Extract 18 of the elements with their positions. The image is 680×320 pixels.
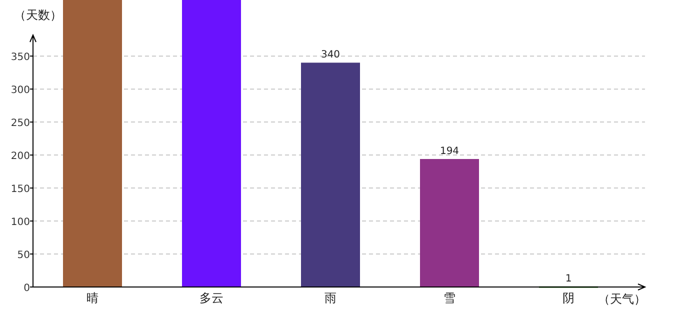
x-tick-label: 雨 xyxy=(324,291,336,305)
y-axis-title: （天数） xyxy=(14,8,62,22)
y-tick-label: 250 xyxy=(10,118,30,130)
y-tick-label: 100 xyxy=(10,217,30,228)
data-label: 340 xyxy=(320,50,340,61)
y-tick-label: 50 xyxy=(17,250,30,262)
data-label: 194 xyxy=(440,146,460,158)
x-tick-label: 阴 xyxy=(562,291,574,305)
y-tick-label: 0 xyxy=(24,283,30,294)
x-tick-label: 多云 xyxy=(200,291,224,305)
x-tick-label: 雪 xyxy=(444,291,456,305)
y-tick-label: 200 xyxy=(10,151,30,162)
data-label: 1 xyxy=(565,273,572,284)
x-axis-title: （天气） xyxy=(598,292,646,306)
y-tick-label: 150 xyxy=(10,184,30,196)
x-tick-label: 晴 xyxy=(86,291,98,305)
y-tick-label: 350 xyxy=(10,52,30,64)
y-tick-label: 300 xyxy=(10,85,30,96)
